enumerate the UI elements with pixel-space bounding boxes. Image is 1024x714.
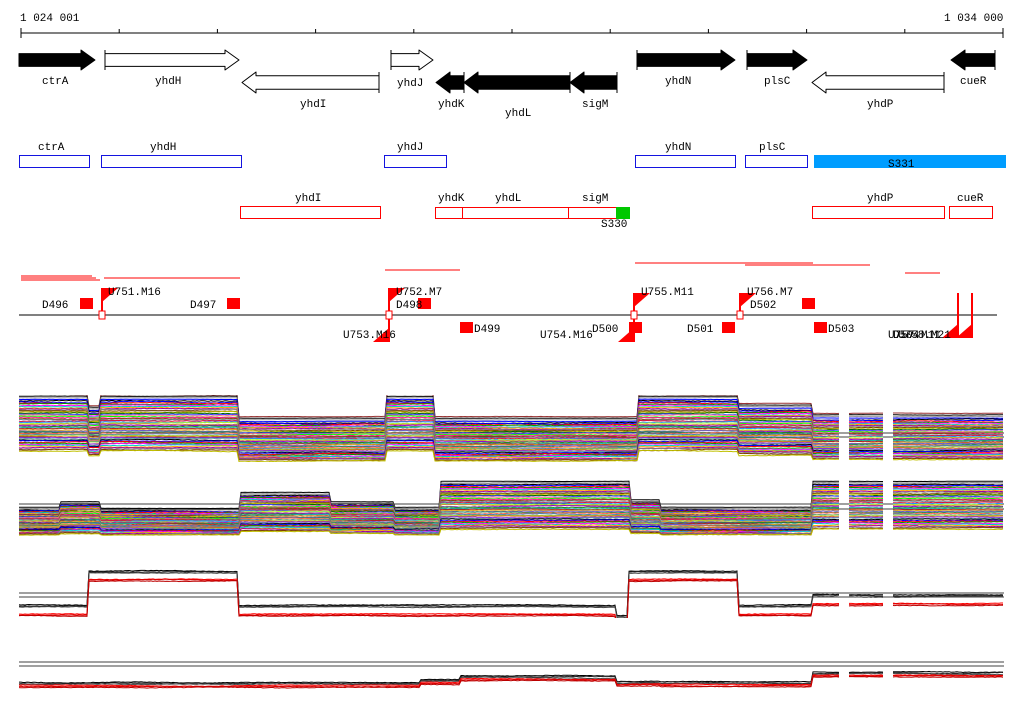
svg-text:U753.M16: U753.M16 — [343, 330, 396, 342]
svg-text:D497: D497 — [190, 300, 216, 312]
svg-text:D498: D498 — [396, 300, 422, 312]
svg-text:D496: D496 — [42, 300, 68, 312]
svg-text:U758.M21: U758.M21 — [898, 330, 951, 342]
svg-text:D499: D499 — [474, 324, 500, 336]
svg-text:D500: D500 — [592, 324, 618, 336]
svg-text:U756.M7: U756.M7 — [747, 287, 793, 299]
svg-text:U755.M11: U755.M11 — [641, 287, 694, 299]
svg-text:D501: D501 — [687, 324, 714, 336]
svg-text:U754.M16: U754.M16 — [540, 330, 593, 342]
svg-text:D503: D503 — [828, 324, 854, 336]
svg-text:U752.M7: U752.M7 — [396, 287, 442, 299]
svg-text:U751.M16: U751.M16 — [108, 287, 161, 299]
svg-text:D502: D502 — [750, 300, 776, 312]
